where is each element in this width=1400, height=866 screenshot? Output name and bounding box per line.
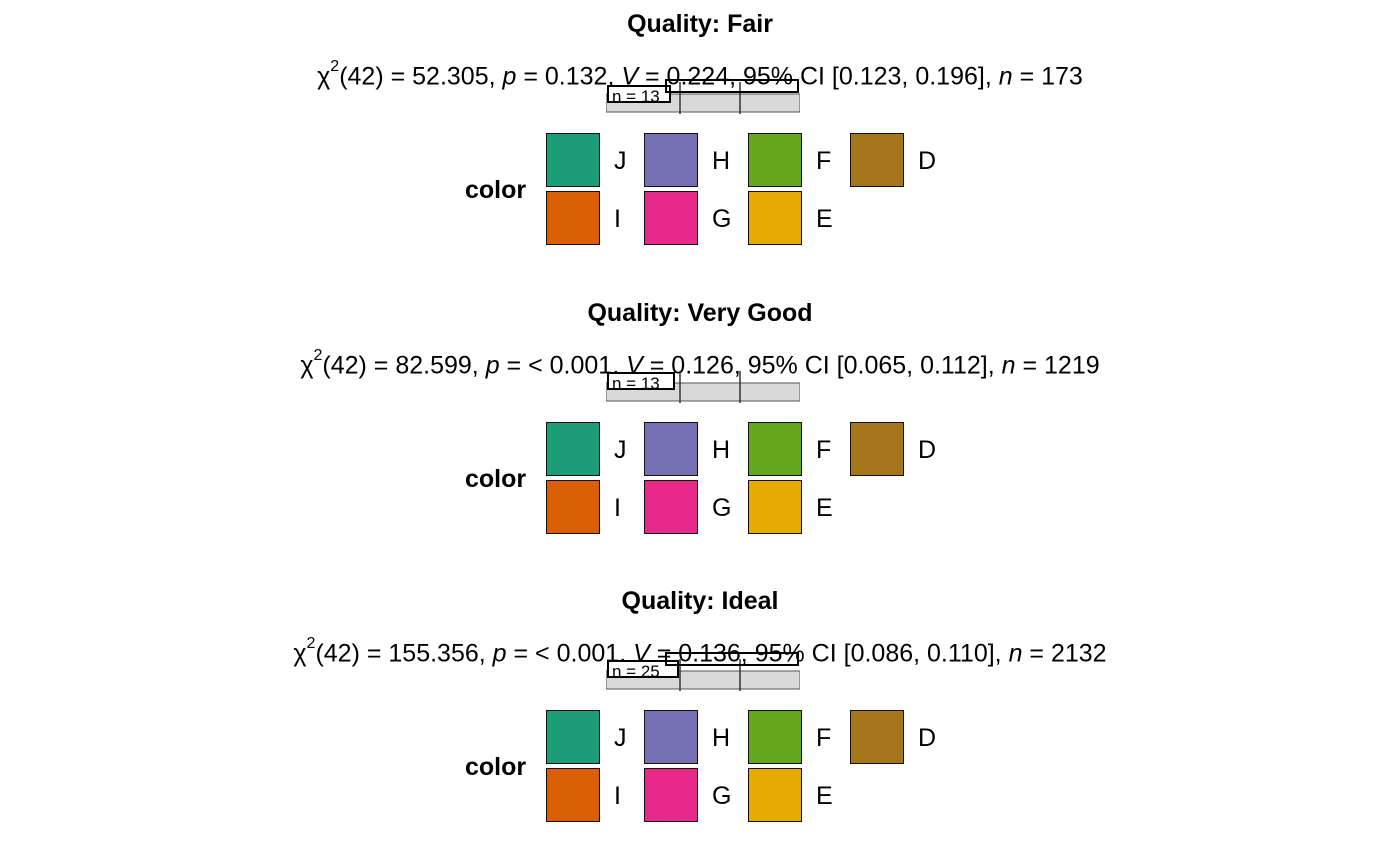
legend-label-d: D: [918, 147, 937, 175]
n-value: = 173: [1012, 62, 1083, 91]
legend-swatch-j: [546, 133, 600, 187]
legend-label-j: J: [614, 436, 627, 464]
legend-swatch-e: [748, 480, 802, 534]
legend-swatch-j: [546, 422, 600, 476]
legend-label-e: E: [816, 782, 833, 810]
count-label: n = 13: [612, 374, 660, 393]
legend-label-d: D: [918, 436, 937, 464]
chi-superscript: 2: [306, 635, 316, 652]
legend-label-d: D: [918, 724, 937, 752]
n-symbol: n: [1008, 639, 1023, 668]
legend-label-j: J: [614, 147, 627, 175]
legend-swatch-h: [644, 422, 698, 476]
legend-title: color: [465, 176, 527, 204]
legend-label-f: F: [816, 724, 832, 752]
legend-label-h: H: [712, 436, 731, 464]
v-value: = 0.224, 95% CI [0.123, 0.196],: [638, 62, 999, 91]
p-value: = < 0.001,: [499, 351, 627, 380]
p-symbol: p: [502, 62, 517, 91]
legend-swatch-g: [644, 191, 698, 245]
legend-title: color: [465, 753, 527, 781]
legend-swatch-d: [850, 133, 904, 187]
count-label-box: [607, 660, 679, 678]
n-value: = 2132: [1022, 639, 1107, 668]
chi-symbol: χ: [317, 62, 331, 91]
legend-label-e: E: [816, 494, 833, 522]
legend-label-j: J: [614, 724, 627, 752]
stats-subtitle: χ2(42) = 52.305, p = 0.132, V = 0.224, 9…: [0, 58, 1400, 91]
count-label-box: [607, 85, 671, 103]
legend-label-h: H: [712, 147, 731, 175]
legend-label-f: F: [816, 436, 832, 464]
panel-title: Quality: Ideal: [621, 587, 779, 615]
chi-value: (42) = 155.356,: [315, 639, 493, 668]
stats-subtitle: χ2(42) = 82.599, p = < 0.001, V = 0.126,…: [0, 347, 1400, 380]
legend-swatch-f: [748, 422, 802, 476]
chi-value: (42) = 82.599,: [322, 351, 486, 380]
legend-swatch-e: [748, 768, 802, 822]
legend-swatch-i: [546, 768, 600, 822]
p-symbol: p: [492, 639, 507, 668]
count-label: n = 13: [612, 87, 660, 106]
legend-title: color: [465, 465, 527, 493]
legend-swatch-i: [546, 480, 600, 534]
chi-value: (42) = 52.305,: [339, 62, 503, 91]
count-label: n = 25: [612, 662, 660, 681]
legend-label-f: F: [816, 147, 832, 175]
legend-swatch-d: [850, 422, 904, 476]
count-label-box: [665, 79, 799, 93]
legend-swatch-g: [644, 480, 698, 534]
legend-swatch-i: [546, 191, 600, 245]
legend-swatch-f: [748, 710, 802, 764]
plot-strip: n = 13: [606, 79, 800, 114]
panel-title: Quality: Very Good: [587, 299, 813, 327]
chart-panel-very-good: Quality: Very Good χ2(42) = 82.599, p = …: [0, 289, 1400, 577]
legend-swatch-h: [644, 710, 698, 764]
p-symbol: p: [485, 351, 500, 380]
chi-superscript: 2: [313, 347, 323, 364]
n-symbol: n: [998, 62, 1013, 91]
plot-strip: n = 25: [606, 652, 800, 691]
p-value: = 0.132,: [516, 62, 622, 91]
count-label-box: [665, 652, 799, 666]
legend-swatch-e: [748, 191, 802, 245]
count-label-box: [607, 372, 675, 390]
n-value: = 1219: [1015, 351, 1100, 380]
chart-panel-fair: Quality: Fair χ2(42) = 52.305, p = 0.132…: [0, 0, 1400, 288]
legend-label-e: E: [816, 205, 833, 233]
v-value: = 0.126, 95% CI [0.065, 0.112],: [642, 351, 1002, 380]
legend-label-i: I: [614, 205, 621, 233]
chi-symbol: χ: [293, 639, 307, 668]
legend-label-h: H: [712, 724, 731, 752]
chart-panel-ideal: Quality: Ideal χ2(42) = 155.356, p = < 0…: [0, 577, 1400, 865]
legend-swatch-h: [644, 133, 698, 187]
legend-label-g: G: [712, 782, 732, 810]
legend-swatch-j: [546, 710, 600, 764]
legend-label-i: I: [614, 494, 621, 522]
plot-strip: n = 13: [606, 371, 800, 403]
n-symbol: n: [1001, 351, 1016, 380]
panel-title: Quality: Fair: [627, 10, 773, 38]
legend-label-g: G: [712, 494, 732, 522]
legend-swatch-f: [748, 133, 802, 187]
legend-swatch-d: [850, 710, 904, 764]
chi-symbol: χ: [300, 351, 314, 380]
v-symbol: V: [621, 62, 639, 91]
legend-label-i: I: [614, 782, 621, 810]
legend-swatch-g: [644, 768, 698, 822]
legend-label-g: G: [712, 205, 732, 233]
chi-superscript: 2: [330, 58, 340, 75]
